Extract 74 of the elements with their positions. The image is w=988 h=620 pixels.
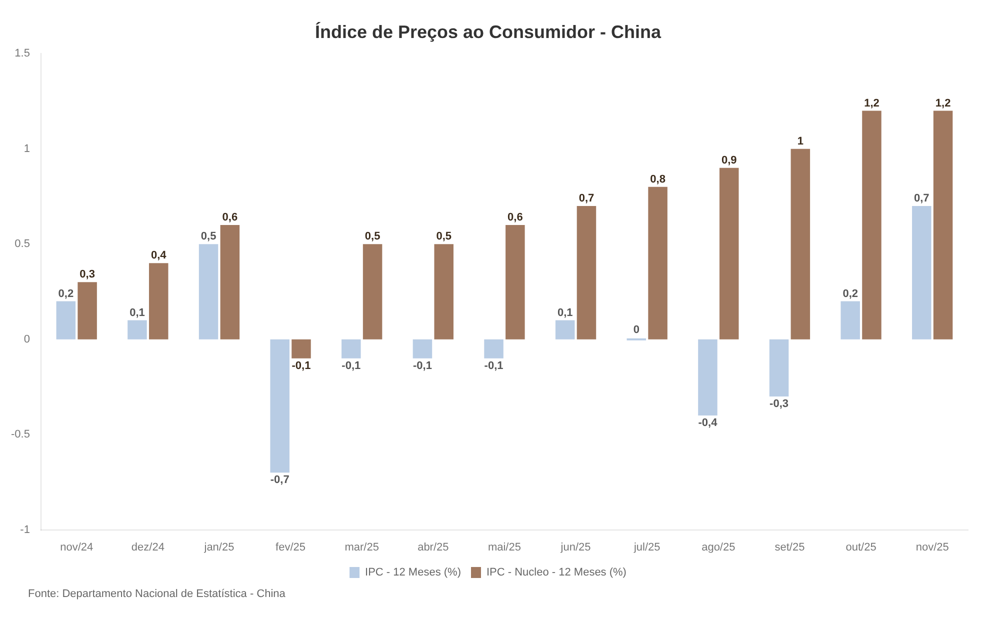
- data-label: 0,8: [650, 173, 666, 186]
- y-tick-label: 0: [24, 333, 30, 346]
- data-label: 0,4: [150, 250, 168, 262]
- y-tick-label: 1: [24, 142, 30, 155]
- bar: [78, 282, 97, 340]
- data-label: 1,2: [935, 97, 951, 110]
- bar: [148, 263, 168, 340]
- x-tick-label: jun/25: [560, 541, 591, 554]
- data-label: 0,3: [80, 268, 95, 281]
- data-label: 0,6: [222, 212, 238, 224]
- bar: [220, 225, 240, 340]
- x-tick-label: out/25: [846, 541, 876, 554]
- bar: [933, 110, 953, 340]
- data-label: 1: [797, 135, 804, 148]
- data-label: -0,1: [484, 360, 504, 372]
- x-tick-label: mar/25: [344, 541, 379, 554]
- y-tick-label: 1.5: [14, 48, 30, 60]
- bar: [769, 339, 789, 396]
- data-label: 0,2: [842, 288, 858, 300]
- source-note: Fonte: Departamento Nacional de Estatística - China: [27, 588, 286, 600]
- x-tick-label: jul/25: [632, 541, 660, 554]
- legend-label: IPC - 12 Meses (%): [365, 566, 461, 579]
- data-label: -0,4: [698, 417, 718, 430]
- data-label: 0,1: [130, 306, 145, 319]
- bar: [434, 244, 454, 340]
- bar: [555, 320, 575, 340]
- y-tick-label: -0.5: [10, 428, 30, 441]
- data-label: 0,6: [508, 212, 523, 224]
- legend-label: IPC - Nucleo - 12 Meses (%): [486, 566, 626, 579]
- x-tick-label: dez/24: [131, 541, 164, 554]
- bar: [862, 110, 882, 340]
- data-label: -0,3: [770, 398, 789, 410]
- bar: [412, 339, 432, 358]
- data-label: 0,5: [364, 230, 380, 243]
- bar: [198, 244, 218, 340]
- data-label: 0,5: [436, 230, 452, 243]
- data-label: -0,7: [270, 474, 290, 486]
- x-tick-label: nov/25: [916, 541, 949, 554]
- bar: [912, 206, 932, 340]
- data-label: 0,2: [58, 288, 74, 300]
- x-tick-label: abr/25: [418, 541, 449, 554]
- bar: [342, 339, 361, 358]
- x-tick-label: set/25: [774, 541, 805, 554]
- bar: [270, 339, 290, 473]
- bar: [790, 148, 810, 340]
- bar: [698, 339, 718, 416]
- bar: [128, 320, 147, 340]
- bar: [648, 186, 668, 340]
- chart-title: Índice de Preços ao Consumidor - China: [314, 22, 662, 42]
- data-label: -0,1: [412, 360, 432, 372]
- bar: [56, 301, 76, 340]
- data-label: -0,1: [342, 360, 361, 372]
- x-tick-label: fev/25: [276, 541, 306, 554]
- x-tick-label: mai/25: [488, 541, 521, 554]
- bar: [576, 206, 596, 340]
- bar: [292, 339, 311, 358]
- bar: [484, 339, 504, 358]
- x-tick-label: ago/25: [702, 541, 736, 554]
- bar: [506, 225, 525, 340]
- data-label: -0,1: [292, 360, 311, 372]
- data-label: 0,7: [914, 192, 930, 205]
- data-label: 0,9: [721, 154, 737, 166]
- data-label: 0: [633, 324, 640, 336]
- data-label: 1,2: [864, 97, 880, 110]
- bar: [719, 168, 739, 340]
- x-tick-label: nov/24: [60, 541, 94, 554]
- bar: [362, 244, 382, 340]
- y-tick-label: 0.5: [14, 238, 30, 250]
- data-label: 0,7: [578, 192, 594, 205]
- bar: [840, 301, 860, 340]
- data-label: 0,1: [557, 306, 573, 319]
- x-tick-label: jan/25: [203, 541, 234, 554]
- data-label: 0,5: [200, 230, 216, 243]
- y-tick-label: -1: [20, 524, 30, 536]
